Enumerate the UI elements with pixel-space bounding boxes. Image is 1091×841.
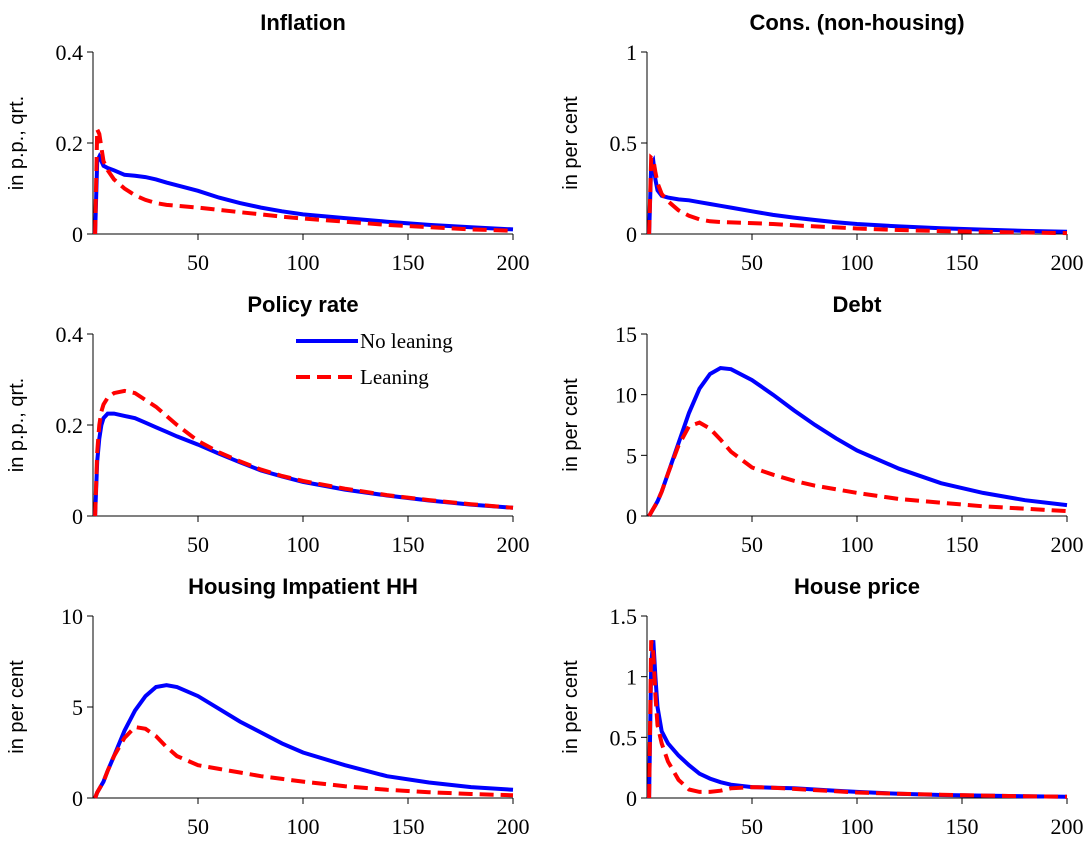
- series-line: [647, 640, 1068, 799]
- y-tick-label: 0.2: [56, 131, 84, 156]
- panel-title: Housing Impatient HH: [188, 574, 418, 599]
- y-axis-label: in per cent: [560, 378, 582, 472]
- x-tick-label: 150: [392, 250, 425, 275]
- x-tick-label: 150: [946, 814, 979, 839]
- x-tick-label: 50: [741, 532, 763, 557]
- y-tick-label: 0.5: [610, 725, 638, 750]
- y-tick-label: 0: [72, 222, 83, 247]
- series-line: [93, 128, 514, 235]
- x-tick-label: 150: [946, 250, 979, 275]
- y-axis-label: in per cent: [6, 660, 28, 754]
- y-tick-label: 0: [626, 504, 637, 529]
- series-line: [93, 724, 514, 799]
- series-line: [93, 151, 514, 235]
- panel-title: Cons. (non-housing): [749, 10, 964, 35]
- y-tick-label: 0.4: [56, 322, 84, 347]
- y-tick-label: 10: [61, 604, 83, 629]
- x-tick-label: 50: [741, 250, 763, 275]
- x-tick-label: 200: [1051, 532, 1084, 557]
- x-tick-label: 150: [392, 532, 425, 557]
- series-line: [647, 153, 1068, 236]
- x-tick-label: 150: [392, 814, 425, 839]
- y-tick-label: 1: [626, 40, 637, 65]
- x-tick-label: 100: [841, 814, 874, 839]
- x-tick-label: 50: [187, 250, 209, 275]
- x-tick-label: 200: [1051, 814, 1084, 839]
- x-tick-label: 50: [741, 814, 763, 839]
- x-tick-label: 50: [187, 532, 209, 557]
- y-axis-label: in per cent: [560, 96, 582, 190]
- x-tick-label: 100: [287, 250, 320, 275]
- x-tick-label: 50: [187, 814, 209, 839]
- series-line: [647, 155, 1068, 235]
- y-tick-label: 0.4: [56, 40, 84, 65]
- y-tick-label: 1: [626, 665, 637, 690]
- y-tick-label: 0.2: [56, 413, 84, 438]
- panel-title: Debt: [833, 292, 883, 317]
- panel-title: House price: [794, 574, 920, 599]
- x-tick-label: 200: [497, 532, 530, 557]
- series-line: [647, 639, 1068, 799]
- legend-label: Leaning: [360, 365, 429, 389]
- x-tick-label: 200: [497, 814, 530, 839]
- y-tick-label: 0: [626, 786, 637, 811]
- y-tick-label: 1.5: [610, 604, 638, 629]
- y-tick-label: 0.5: [610, 131, 638, 156]
- y-tick-label: 0: [72, 504, 83, 529]
- series-line: [647, 365, 1068, 518]
- y-axis-label: in p.p., qrt.: [6, 96, 28, 191]
- y-axis-label: in per cent: [560, 660, 582, 754]
- x-tick-label: 200: [497, 250, 530, 275]
- series-line: [93, 388, 514, 517]
- x-tick-label: 150: [946, 532, 979, 557]
- x-tick-label: 100: [841, 532, 874, 557]
- x-tick-label: 100: [287, 532, 320, 557]
- y-tick-label: 5: [626, 443, 637, 468]
- y-tick-label: 10: [615, 383, 637, 408]
- y-tick-label: 15: [615, 322, 637, 347]
- series-line: [647, 420, 1068, 518]
- y-axis-label: in p.p., qrt.: [6, 378, 28, 473]
- x-tick-label: 100: [841, 250, 874, 275]
- legend-label: No leaning: [360, 329, 453, 353]
- y-tick-label: 5: [72, 695, 83, 720]
- panel-title: Policy rate: [247, 292, 358, 317]
- y-tick-label: 0: [626, 222, 637, 247]
- x-tick-label: 100: [287, 814, 320, 839]
- panel-title: Inflation: [260, 10, 346, 35]
- x-tick-label: 200: [1051, 250, 1084, 275]
- y-tick-label: 0: [72, 786, 83, 811]
- series-line: [93, 683, 514, 799]
